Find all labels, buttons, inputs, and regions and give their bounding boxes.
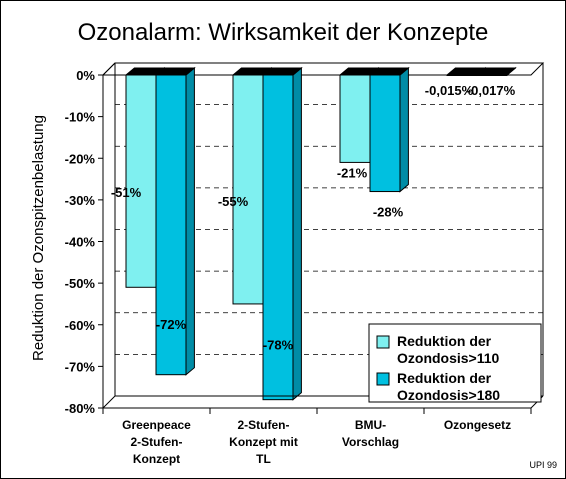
bar-front — [155, 74, 187, 376]
category-label: Vorschlag — [342, 435, 399, 449]
legend-label: Reduktion der — [397, 333, 492, 349]
chart-title: Ozonalarm: Wirksamkeit der Konzepte — [78, 19, 489, 46]
data-label: -55% — [218, 194, 249, 209]
y-axis-label: Reduktion der Ozonspitzenbelastung — [30, 115, 47, 361]
bar-top — [261, 67, 303, 76]
data-label: -51% — [111, 185, 142, 200]
data-label: -78% — [263, 337, 294, 352]
bar-side — [185, 66, 195, 376]
data-label: -72% — [156, 317, 187, 332]
legend-swatch — [376, 372, 390, 386]
data-label: -0,015% — [425, 83, 474, 98]
data-label: -28% — [373, 205, 404, 220]
legend-swatch — [376, 335, 390, 349]
y-tick-label: -10% — [65, 110, 96, 125]
floor-corner — [102, 395, 116, 409]
bar-front — [339, 74, 371, 163]
bar-top — [368, 67, 410, 76]
bar-top — [154, 67, 196, 76]
bar-front — [125, 74, 157, 288]
y-tick-label: -70% — [65, 359, 96, 374]
chart-labels: 0% -10% -20% -30% -40% -50% -60% -70% -80% Greenp… — [65, 68, 516, 466]
bar-front — [369, 74, 401, 193]
y-tick-label: -50% — [65, 276, 96, 291]
bar-side — [399, 66, 409, 193]
y-tick-label: -20% — [65, 151, 96, 166]
back-wall-corner — [102, 62, 116, 76]
category-label: BMU- — [355, 418, 386, 432]
bar-side — [292, 66, 302, 401]
data-label: -0,017% — [467, 83, 516, 98]
bar-front — [232, 74, 264, 305]
legend-label: Ozondosis>180 — [397, 387, 500, 403]
y-tick-label: -60% — [65, 318, 96, 333]
source-footnote: UPI 99 — [529, 460, 557, 470]
category-label: 2-Stufen- — [131, 435, 183, 449]
bars — [124, 66, 517, 401]
category-label: Konzept — [133, 452, 180, 466]
bar-front — [262, 74, 294, 401]
data-label: -21% — [337, 165, 368, 180]
y-tick-label: 0% — [76, 68, 95, 83]
category-label: TL — [256, 452, 271, 466]
legend-label: Reduktion der — [397, 370, 492, 386]
category-label: 2-Stufen- — [238, 418, 290, 432]
legend-box — [368, 323, 542, 403]
bar-top — [475, 67, 517, 76]
y-tick-label: -40% — [65, 235, 96, 250]
legend-label: Ozondosis>110 — [397, 350, 500, 366]
y-tick-label: -80% — [65, 401, 96, 416]
category-label: Konzept mit — [229, 435, 298, 449]
y-tick-label: -30% — [65, 193, 96, 208]
category-label: Greenpeace — [122, 418, 191, 432]
category-label: Ozongesetz — [444, 418, 511, 432]
